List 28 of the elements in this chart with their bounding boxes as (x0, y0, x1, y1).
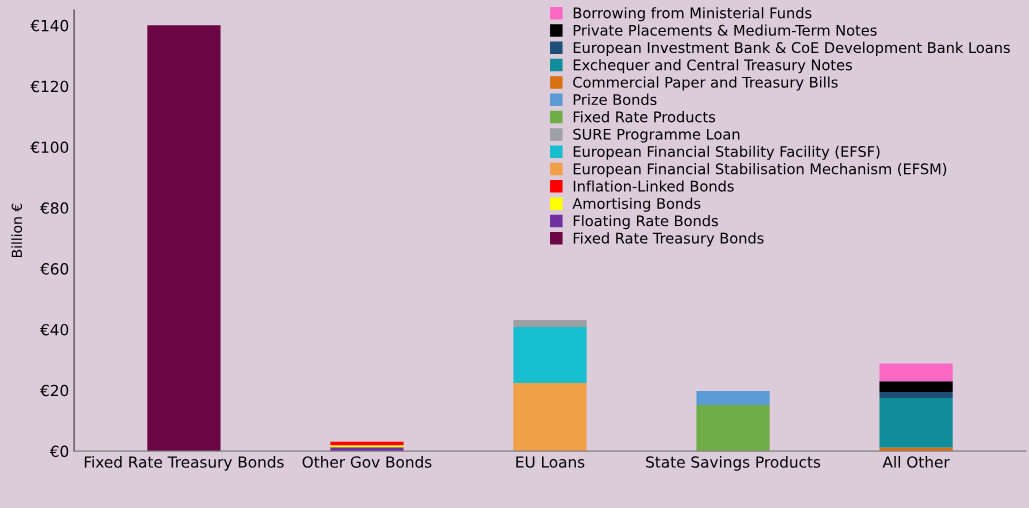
legend-label: Exchequer and Central Treasury Notes (573, 59, 852, 74)
legend-label: European Financial Stability Facility (EFSF) (573, 145, 880, 160)
y-tick-label: €120 (30, 80, 69, 93)
y-tick-label: €60 (40, 263, 69, 275)
legend-label: Prize Bonds (573, 93, 657, 106)
legend-label: European Investment Bank & CoE Development Bank Loans (573, 41, 1010, 56)
legend-label: Floating Rate Bonds (573, 215, 718, 230)
y-axis-title: Billion € (11, 203, 23, 258)
y-tick-label: €80 (40, 202, 69, 214)
x-tick-label: Other Gov Bonds (302, 455, 432, 468)
legend-label: Fixed Rate Treasury Bonds (573, 232, 764, 247)
y-tick-label: €20 (40, 384, 69, 397)
y-tick-label: €40 (40, 323, 69, 336)
x-tick-label: EU Loans (516, 456, 585, 468)
legend-label: Commercial Paper and Treasury Bills (573, 76, 838, 91)
legend-label: Borrowing from Ministerial Funds (573, 7, 812, 22)
legend-label: Amortising Bonds (572, 197, 701, 212)
y-tick-label: €100 (30, 141, 69, 154)
y-tick-label: €140 (30, 19, 69, 32)
x-tick-label: State Savings Products (646, 455, 821, 471)
legend-label: Inflation-Linked Bonds (573, 180, 734, 192)
legend-label: Private Placements & Medium-Term Notes (573, 24, 877, 36)
legend-label: SURE Programme Loan (573, 128, 740, 143)
y-tick-label: €0 (49, 445, 69, 458)
x-tick-label: All Other (882, 455, 950, 468)
x-tick-label: Fixed Rate Treasury Bonds (84, 455, 284, 471)
legend-label: European Financial Stabilisation Mechanism (EFSM) (573, 163, 947, 178)
legend-label: Fixed Rate Products (573, 111, 716, 123)
